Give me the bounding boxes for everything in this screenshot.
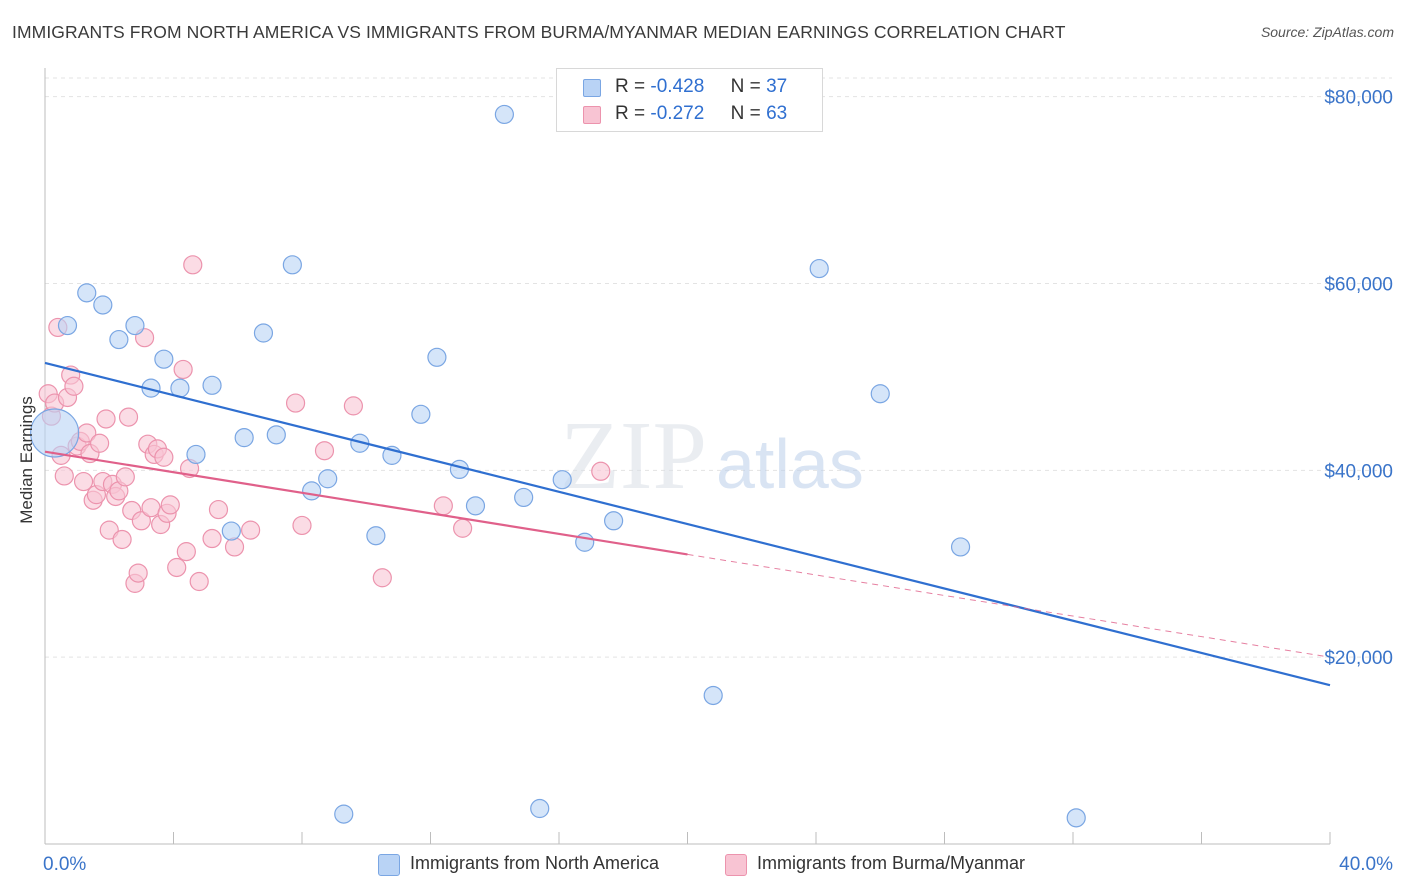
data-point-north-america xyxy=(93,295,113,315)
series-burma-points xyxy=(38,255,611,593)
data-point-burma xyxy=(453,518,473,538)
r-label: R = xyxy=(615,103,646,124)
source-credit: Source: ZipAtlas.com xyxy=(1260,24,1394,40)
data-point-north-america xyxy=(266,425,286,445)
data-point-burma xyxy=(99,520,119,540)
data-point-burma xyxy=(112,529,132,550)
data-point-north-america xyxy=(530,798,550,819)
data-point-north-america xyxy=(202,375,222,395)
n-value: 63 xyxy=(766,103,788,124)
data-point-burma xyxy=(292,515,312,536)
data-point-north-america xyxy=(221,521,241,541)
data-point-north-america xyxy=(1066,808,1086,828)
trend-lines xyxy=(44,361,1331,687)
data-point-burma xyxy=(224,537,245,557)
watermark-zip: ZIP xyxy=(560,402,707,510)
data-point-north-america xyxy=(703,685,723,706)
data-point-north-america xyxy=(234,428,254,448)
watermark-atlas: atlas xyxy=(716,425,864,503)
data-point-burma xyxy=(54,466,74,486)
legend-swatch-blue xyxy=(583,79,601,97)
x-tick-label: 0.0% xyxy=(43,854,86,875)
data-point-burma xyxy=(343,396,363,416)
data-point-burma xyxy=(202,528,222,549)
data-point-north-america xyxy=(253,323,274,343)
data-point-north-america xyxy=(494,104,514,125)
x-tick-label: 40.0% xyxy=(1339,854,1393,875)
data-point-north-america xyxy=(514,487,534,508)
data-point-north-america xyxy=(318,469,338,489)
data-point-burma xyxy=(115,467,135,487)
data-point-burma xyxy=(189,571,209,592)
data-point-north-america xyxy=(57,315,78,336)
n-label: N = xyxy=(730,76,761,97)
data-point-north-america xyxy=(427,347,447,367)
r-value: -0.272 xyxy=(650,103,705,124)
data-point-burma xyxy=(128,563,148,583)
data-point-burma xyxy=(314,441,335,461)
data-point-burma xyxy=(183,255,203,275)
data-point-burma xyxy=(154,447,174,467)
data-point-north-america xyxy=(334,804,354,824)
data-point-burma xyxy=(176,542,196,562)
y-tick-label: $80,000 xyxy=(1324,88,1393,109)
legend-label: Immigrants from Burma/Myanmar xyxy=(757,853,1026,873)
trend-line-north-america xyxy=(44,361,1331,687)
y-tick-label: $20,000 xyxy=(1324,648,1393,669)
series-north-america-points xyxy=(30,104,1086,828)
grid-lines xyxy=(45,77,1392,658)
data-point-north-america xyxy=(870,384,890,404)
data-point-burma xyxy=(118,407,139,427)
data-point-north-america xyxy=(465,496,486,516)
data-point-burma xyxy=(372,568,392,588)
trend-line-burma-extension xyxy=(687,553,1331,658)
data-point-north-america xyxy=(366,526,386,546)
r-value: -0.428 xyxy=(650,76,705,97)
data-point-north-america xyxy=(154,349,174,369)
data-point-burma xyxy=(591,461,611,481)
data-point-burma xyxy=(167,557,187,578)
data-point-burma xyxy=(131,511,151,531)
data-point-burma xyxy=(90,433,110,453)
r-label: R = xyxy=(615,76,646,97)
y-tick-label: $60,000 xyxy=(1324,275,1393,296)
legend-swatch-blue xyxy=(378,854,400,876)
data-point-north-america xyxy=(282,255,302,275)
trend-line-burma xyxy=(44,450,688,556)
data-point-north-america xyxy=(604,511,624,531)
data-point-north-america xyxy=(302,481,322,501)
n-label: N = xyxy=(730,103,761,124)
data-point-north-america xyxy=(30,408,80,458)
y-axis-label: Median Earnings xyxy=(17,396,36,524)
chart-title: IMMIGRANTS FROM NORTH AMERICA VS IMMIGRA… xyxy=(12,22,1066,42)
data-point-north-america xyxy=(125,315,145,336)
data-point-burma xyxy=(73,471,94,492)
data-point-burma xyxy=(96,409,116,429)
data-point-burma xyxy=(141,498,161,518)
data-point-burma xyxy=(285,393,306,413)
data-point-north-america xyxy=(950,537,971,557)
data-point-north-america xyxy=(552,470,572,490)
data-point-north-america xyxy=(411,404,431,424)
tick-labels: $20,000 $40,000 $60,000 $80,000 0.0% 40.0% xyxy=(43,88,1393,875)
data-point-burma xyxy=(173,359,193,380)
legend-swatch-pink xyxy=(583,106,601,124)
data-point-north-america xyxy=(186,444,206,465)
y-tick-label: $40,000 xyxy=(1324,461,1393,482)
axes xyxy=(44,68,1331,845)
correlation-legend: R = -0.428 N = 37 R = -0.272 N = 63 xyxy=(556,68,823,132)
data-point-burma xyxy=(208,499,229,520)
data-point-north-america xyxy=(109,329,129,350)
legend-swatch-pink xyxy=(725,854,747,876)
data-point-north-america xyxy=(77,283,97,303)
data-point-north-america xyxy=(809,258,829,279)
data-point-burma xyxy=(160,495,180,515)
data-point-burma xyxy=(241,520,261,540)
legend-label: Immigrants from North America xyxy=(410,853,660,873)
data-point-burma xyxy=(433,496,453,516)
data-point-burma xyxy=(64,376,84,396)
n-value: 37 xyxy=(766,76,788,97)
